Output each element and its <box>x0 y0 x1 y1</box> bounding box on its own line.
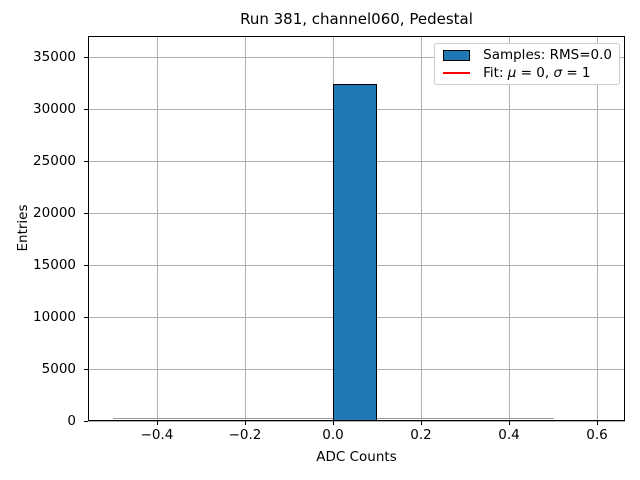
x-tick-label: 0.0 <box>322 427 344 443</box>
y-tick-mark <box>84 57 88 58</box>
x-axis-label: ADC Counts <box>316 449 397 465</box>
legend-fit-line-swatch <box>443 72 471 74</box>
y-tick-mark <box>84 317 88 318</box>
y-tick-mark <box>84 213 88 214</box>
chart-title: Run 381, channel060, Pedestal <box>240 10 473 28</box>
x-tick-mark <box>333 421 334 425</box>
fit-line-icon <box>443 72 471 74</box>
y-tick-mark <box>84 161 88 162</box>
y-tick-mark <box>84 421 88 422</box>
legend-text: Fit: <box>483 65 508 81</box>
y-gridline <box>88 57 625 58</box>
x-gridline <box>245 36 246 421</box>
x-gridline <box>597 36 598 421</box>
x-tick-label: 0.4 <box>498 427 520 443</box>
y-tick-label: 0 <box>67 413 76 429</box>
legend-entry: Fit: μ = 0, σ = 1 <box>443 64 612 82</box>
y-axis-label: Entries <box>15 204 31 252</box>
y-tick-label: 25000 <box>33 153 76 169</box>
y-tick-label: 30000 <box>33 101 76 117</box>
legend-samples-swatch <box>443 49 471 61</box>
x-tick-label: −0.2 <box>228 427 262 443</box>
y-tick-mark <box>84 265 88 266</box>
x-tick-mark <box>597 421 598 425</box>
x-tick-mark <box>157 421 158 425</box>
legend: Samples: RMS=0.0 Fit: μ = 0, σ = 1 <box>434 43 620 85</box>
x-tick-mark <box>421 421 422 425</box>
legend-text: = 0, <box>516 65 554 81</box>
y-tick-label: 5000 <box>41 361 76 377</box>
histogram-bar <box>333 84 377 421</box>
histogram-color-patch-icon <box>443 49 471 61</box>
legend-text: = 1 <box>562 65 591 81</box>
legend-entry-label: Samples: RMS=0.0 <box>483 47 612 63</box>
plot-area: 0 5000 10000 15000 20000 25000 30000 35000 −0.4 −… <box>33 36 625 443</box>
legend-entry-label: Fit: μ = 0, σ = 1 <box>483 65 590 81</box>
x-tick-label: 0.6 <box>586 427 608 443</box>
greek-symbol: σ <box>553 65 563 81</box>
y-tick-label: 10000 <box>33 309 76 325</box>
y-tick-mark <box>84 369 88 370</box>
x-tick-label: 0.2 <box>410 427 432 443</box>
legend-text: Samples: RMS=0.0 <box>483 47 612 63</box>
y-gridline <box>88 421 625 422</box>
y-tick-label: 15000 <box>33 257 76 273</box>
x-tick-mark <box>509 421 510 425</box>
greek-symbol: μ <box>507 65 517 81</box>
y-tick-mark <box>84 109 88 110</box>
x-tick-mark <box>245 421 246 425</box>
y-tick-label: 35000 <box>33 49 76 65</box>
y-tick-label: 20000 <box>33 205 76 221</box>
legend-entry: Samples: RMS=0.0 <box>443 46 612 64</box>
x-gridline <box>157 36 158 421</box>
x-gridline <box>421 36 422 421</box>
x-tick-label: −0.4 <box>140 427 174 443</box>
x-gridline <box>509 36 510 421</box>
